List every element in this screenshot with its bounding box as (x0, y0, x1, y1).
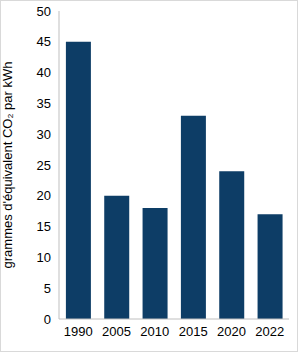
svg-text:25: 25 (37, 158, 51, 173)
svg-text:20: 20 (37, 188, 51, 203)
svg-text:40: 40 (37, 65, 51, 80)
svg-text:0: 0 (44, 312, 51, 327)
svg-text:2015: 2015 (179, 324, 208, 339)
svg-text:30: 30 (37, 127, 51, 142)
svg-text:45: 45 (37, 34, 51, 49)
svg-text:2020: 2020 (217, 324, 246, 339)
svg-text:15: 15 (37, 219, 51, 234)
svg-text:1990: 1990 (64, 324, 93, 339)
svg-text:2005: 2005 (102, 324, 131, 339)
svg-text:35: 35 (37, 96, 51, 111)
svg-text:5: 5 (44, 281, 51, 296)
svg-text:10: 10 (37, 250, 51, 265)
svg-text:50: 50 (37, 4, 51, 19)
svg-text:2022: 2022 (255, 324, 284, 339)
svg-text:grammes d'équivalent CO₂ par k: grammes d'équivalent CO₂ par kWh (8, 62, 15, 269)
svg-text:2010: 2010 (140, 324, 169, 339)
